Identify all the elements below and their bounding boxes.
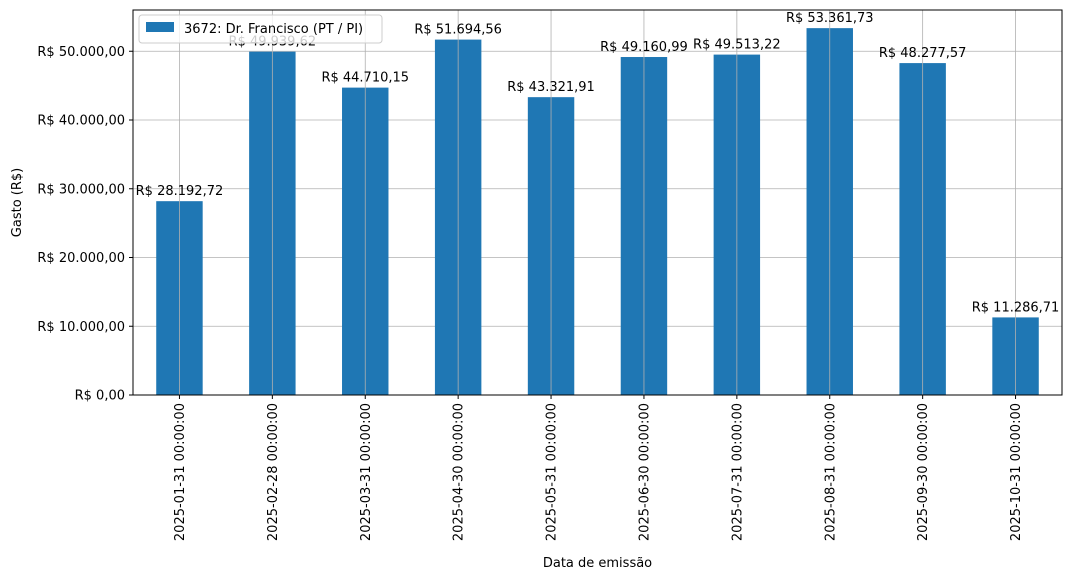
data-label: R$ 53.361,73 [786,11,874,26]
bars [156,28,1039,396]
x-tick-label: 2025-06-30 00:00:00 [637,403,652,541]
x-axis-ticks: 2025-01-31 00:00:00 2025-02-28 00:00:00 20… [173,395,1024,541]
legend-swatch [146,22,174,32]
y-axis-title: Gasto (R$) [10,168,25,237]
x-tick-label: 2025-07-31 00:00:00 [730,403,745,541]
y-axis-ticks: R$ 0,00 R$ 10.000,00 R$ 20.000,00 R$ 30.000… [37,45,133,404]
plot-frame [132,9,1063,396]
data-label: R$ 44.710,15 [321,71,409,86]
data-label: R$ 48.277,57 [879,46,967,61]
data-label: R$ 51.694,56 [414,23,502,38]
x-axis-title: Data de emissão [543,556,652,571]
x-tick-label: 2025-10-31 00:00:00 [1009,403,1024,541]
y-tick-label: R$ 30.000,00 [37,182,125,197]
y-tick-label: R$ 20.000,00 [37,251,125,266]
vertical-grid [179,10,1016,395]
data-label: R$ 11.286,71 [972,300,1060,315]
x-tick-label: 2025-08-31 00:00:00 [823,403,838,541]
x-tick-label: 2025-01-31 00:00:00 [173,403,188,541]
x-tick-label: 2025-05-31 00:00:00 [545,403,560,541]
legend-label: 3672: Dr. Francisco (PT / PI) [184,22,363,37]
legend: 3672: Dr. Francisco (PT / PI) [138,14,383,44]
legend-box [138,14,383,44]
data-label: R$ 49.160,99 [600,40,688,55]
data-label: R$ 49.513,22 [693,38,781,53]
y-tick-label: R$ 0,00 [75,389,125,404]
data-label: R$ 43.321,91 [507,80,595,95]
x-tick-label: 2025-04-30 00:00:00 [452,403,467,541]
data-label: R$ 28.192,72 [136,184,224,199]
x-tick-label: 2025-02-28 00:00:00 [266,403,281,541]
y-tick-label: R$ 50.000,00 [37,45,125,60]
y-tick-label: R$ 10.000,00 [37,320,125,335]
y-tick-label: R$ 40.000,00 [37,114,125,129]
x-tick-label: 2025-03-31 00:00:00 [359,403,374,541]
data-labels: R$ 28.192,72R$ 49.939,62R$ 44.710,15R$ 5… [136,11,1060,315]
x-tick-label: 2025-09-30 00:00:00 [916,403,931,541]
